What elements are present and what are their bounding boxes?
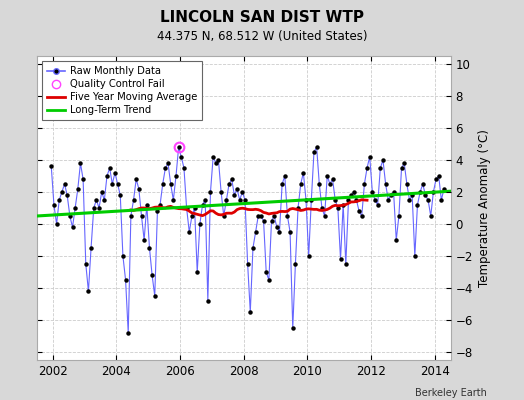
Legend: Raw Monthly Data, Quality Control Fail, Five Year Moving Average, Long-Term Tren: Raw Monthly Data, Quality Control Fail, … (42, 61, 202, 120)
Y-axis label: Temperature Anomaly (°C): Temperature Anomaly (°C) (478, 129, 492, 287)
Text: Berkeley Earth: Berkeley Earth (416, 388, 487, 398)
Text: 44.375 N, 68.512 W (United States): 44.375 N, 68.512 W (United States) (157, 30, 367, 43)
Text: LINCOLN SAN DIST WTP: LINCOLN SAN DIST WTP (160, 10, 364, 25)
